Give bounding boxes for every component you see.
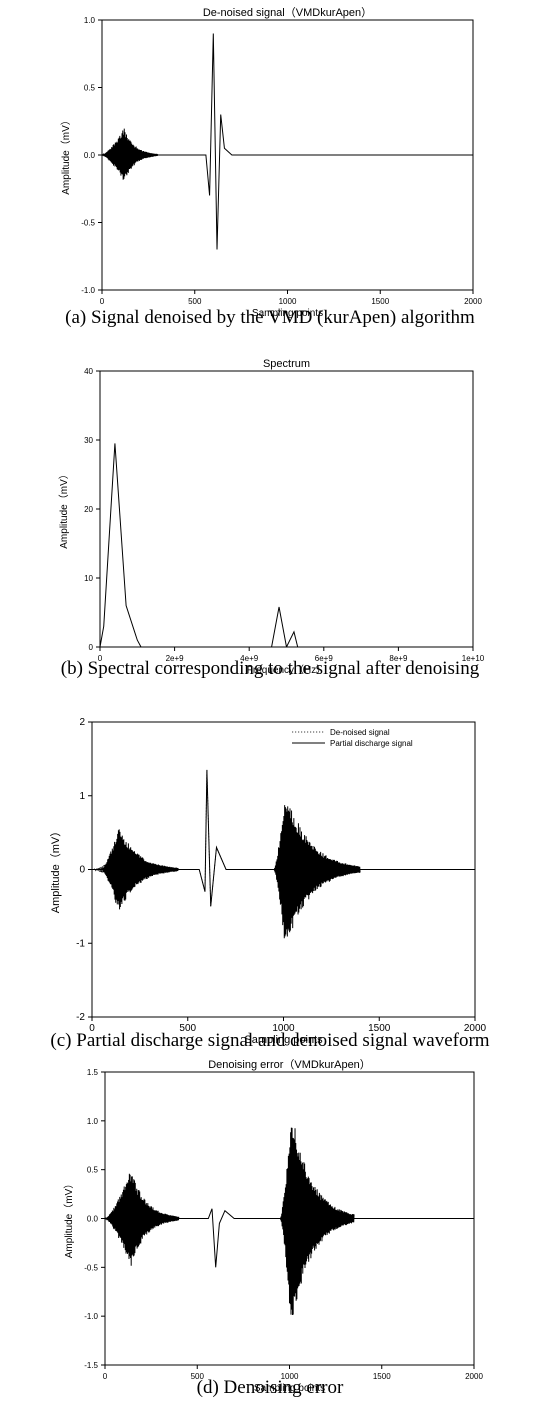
y-axis-label: Amplitude（mV） — [49, 826, 62, 913]
x-tick-label: 1000 — [281, 1372, 299, 1381]
x-axis-label: Frequency（Hz） — [247, 664, 326, 676]
chart-title: De-noised signal（VMDkurApen） — [203, 6, 372, 19]
x-tick-label: 0 — [103, 1372, 108, 1381]
y-tick-label: 1.5 — [87, 1068, 99, 1077]
x-tick-label: 2e+9 — [166, 654, 185, 663]
x-tick-label: 1500 — [373, 1372, 391, 1381]
x-tick-label: 8e+9 — [389, 654, 408, 663]
series-line — [100, 443, 473, 647]
plot-frame — [99, 370, 474, 648]
x-axis-label: Sampling points — [244, 1034, 323, 1046]
y-tick-label: 0 — [79, 865, 85, 876]
y-tick-label: 10 — [84, 574, 93, 583]
legend-label: De-noised signal — [330, 728, 390, 737]
chart-a: 0 500 1000 1500 2000 -1.0 -0.5 0.0 0.5 1.0 De-nois… — [60, 6, 482, 319]
x-tick-label: 4e+9 — [240, 654, 259, 663]
y-tick-label: 1.0 — [87, 1117, 99, 1126]
x-tick-label: 6e+9 — [315, 654, 334, 663]
chart-title: Denoising error（VMDkurApen） — [208, 1058, 371, 1071]
x-tick-label: 0 — [89, 1023, 95, 1034]
y-axis-label: Amplitude（mV） — [58, 469, 70, 548]
chart-d: 0 500 1000 1500 2000 -1.5 -1.0 -0.5 0.0 0.5 1.0 1.5… — [63, 1058, 483, 1394]
series-line — [105, 1208, 474, 1268]
series-burst — [279, 1127, 355, 1316]
x-tick-label: 1500 — [371, 297, 389, 306]
y-tick-label: 30 — [84, 436, 93, 445]
y-tick-label: 0 — [89, 643, 94, 652]
y-tick-label: 1.0 — [84, 16, 96, 25]
y-tick-label: 1 — [79, 791, 85, 802]
y-tick-label: -0.5 — [84, 1263, 98, 1272]
y-tick-label: -1.5 — [84, 1361, 98, 1370]
y-tick-label: 0.0 — [87, 1215, 99, 1224]
y-tick-label: 20 — [84, 505, 93, 514]
x-tick-label: 1500 — [368, 1023, 391, 1034]
y-tick-label: -1 — [76, 938, 85, 949]
y-tick-label: -1.0 — [81, 286, 95, 295]
chart-c: 0 500 1000 1500 2000 -2 -1 0 1 2 Sampling points Am… — [49, 717, 487, 1046]
series-burst — [273, 805, 361, 939]
x-tick-label: 0 — [98, 654, 103, 663]
series-burst — [101, 829, 179, 910]
x-tick-label: 1000 — [279, 297, 297, 306]
chart-title: Spectrum — [263, 358, 310, 370]
x-tick-label: 2000 — [464, 297, 482, 306]
caption-b: (b) Spectral corresponding to the signal… — [60, 658, 480, 679]
y-tick-label: 0.0 — [84, 151, 96, 160]
x-tick-label: 1e+10 — [462, 654, 485, 663]
x-tick-label: 500 — [188, 297, 202, 306]
y-tick-label: 0.5 — [84, 84, 96, 93]
caption-d: (d) Denoising error — [196, 1377, 344, 1398]
y-tick-label: -2 — [76, 1012, 85, 1023]
y-axis-label: Amplitude（mV） — [63, 1179, 75, 1258]
x-axis-label: Sampling points — [252, 308, 323, 319]
series-burst — [102, 128, 159, 180]
caption-a: (a) Signal denoised by the VMD (kurApen)… — [65, 307, 475, 328]
series-line — [102, 33, 473, 250]
x-tick-label: 2000 — [465, 1372, 483, 1381]
y-tick-label: -1.0 — [84, 1312, 98, 1321]
x-axis-label: Sampling points — [254, 1383, 325, 1394]
x-tick-label: 0 — [100, 297, 105, 306]
series-line — [92, 769, 475, 907]
y-tick-label: -0.5 — [81, 219, 95, 228]
y-tick-label: 0.5 — [87, 1166, 99, 1175]
x-tick-label: 1000 — [272, 1023, 295, 1034]
series-burst — [105, 1173, 180, 1266]
x-tick-label: 500 — [191, 1372, 205, 1381]
legend-label: Partial discharge signal — [330, 739, 413, 748]
chart-b: 0 2e+9 4e+9 6e+9 8e+9 1e+10 0 10 20 30 40 Spectrum F… — [58, 358, 485, 676]
caption-c: (c) Partial discharge signal and denoise… — [50, 1030, 490, 1051]
y-tick-label: 2 — [79, 717, 85, 728]
y-tick-label: 40 — [84, 367, 93, 376]
x-tick-label: 500 — [179, 1023, 196, 1034]
y-axis-label: Amplitude（mV） — [60, 115, 72, 194]
x-tick-label: 2000 — [464, 1023, 487, 1034]
